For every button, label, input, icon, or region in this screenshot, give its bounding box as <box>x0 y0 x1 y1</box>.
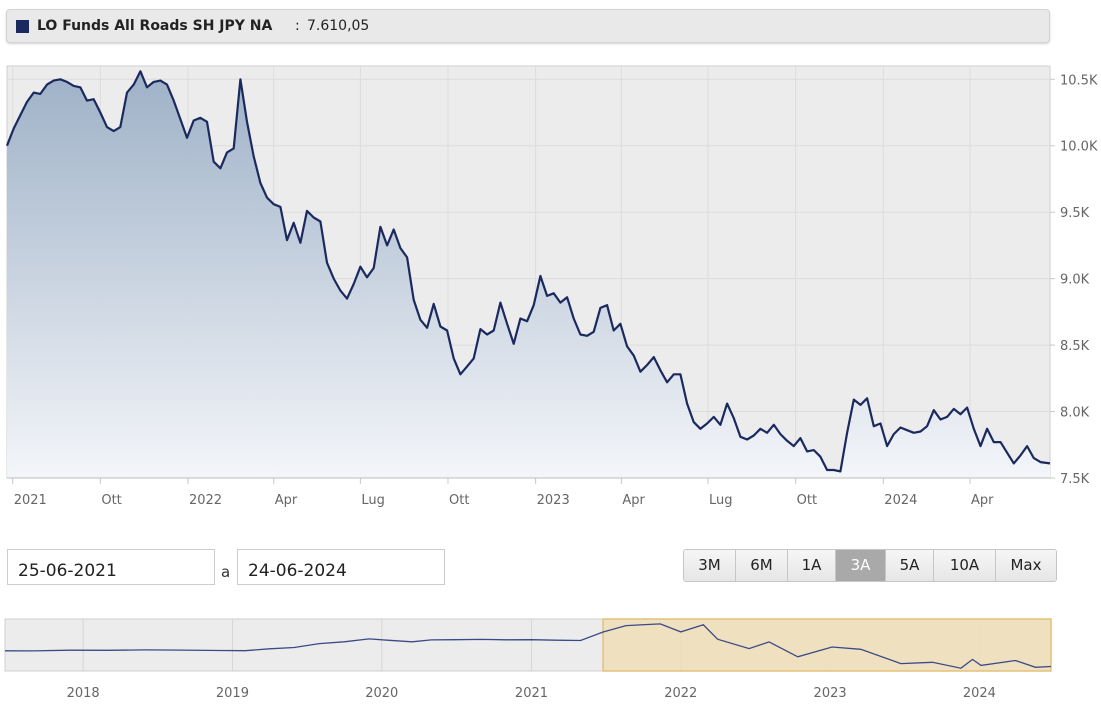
last-value: 7.610,05 <box>307 18 370 34</box>
y-tick-label: 7.5K <box>1060 472 1090 487</box>
navigator-x-label: 2024 <box>963 686 996 701</box>
fund-name: LO Funds All Roads SH JPY NA <box>37 18 273 34</box>
date-from-input[interactable] <box>7 549 215 585</box>
navigator-line <box>4 623 1052 669</box>
navigator-x-label: 2022 <box>664 686 697 701</box>
y-tick-label: 10.5K <box>1060 73 1098 88</box>
range-button-3a[interactable]: 3A <box>836 550 886 581</box>
range-button-10a[interactable]: 10A <box>934 550 996 581</box>
navigator-chart[interactable]: 2018 2019 2020 2021 2022 2023 2024 <box>0 612 1101 702</box>
range-button-max[interactable]: Max <box>996 550 1056 581</box>
legend-separator: : <box>295 18 300 34</box>
navigator-x-label: 2021 <box>515 686 548 701</box>
x-tick-label: Apr <box>622 493 645 508</box>
x-tick-label: Ott <box>797 493 817 508</box>
x-tick-label: Apr <box>275 493 298 508</box>
navigator-x-label: 2019 <box>216 686 249 701</box>
navigator-x-label: 2020 <box>365 686 398 701</box>
series-area <box>7 71 1050 479</box>
main-chart[interactable]: 7.5K 8.0K 8.5K 9.0K 9.5K 10.0K 10.5K 2021 Ott 202… <box>0 0 1101 520</box>
x-tick-label: Lug <box>709 493 733 508</box>
navigator-x-label: 2018 <box>67 686 100 701</box>
x-tick-label: Ott <box>101 493 121 508</box>
x-tick-label: 2024 <box>884 493 917 508</box>
x-tick-label: 2021 <box>14 493 47 508</box>
x-tick-label: 2022 <box>189 493 222 508</box>
range-button-1a[interactable]: 1A <box>788 550 836 581</box>
x-tick-label: Lug <box>361 493 385 508</box>
y-tick-label: 9.5K <box>1060 206 1090 221</box>
x-tick-label: Apr <box>971 493 994 508</box>
series-color-swatch <box>16 20 29 33</box>
x-tick-label: 2023 <box>537 493 570 508</box>
range-separator: a <box>221 563 231 581</box>
series-legend: LO Funds All Roads SH JPY NA : 7.610,05 <box>6 9 1050 43</box>
y-tick-label: 8.0K <box>1060 406 1090 421</box>
series-line <box>5 70 1051 473</box>
y-tick-label: 8.5K <box>1060 339 1090 354</box>
range-button-group: 3M 6M 1A 3A 5A 10A Max <box>683 549 1057 582</box>
x-tick-label: Ott <box>449 493 469 508</box>
y-tick-label: 9.0K <box>1060 273 1090 288</box>
navigator-selection <box>602 618 1052 672</box>
range-button-6m[interactable]: 6M <box>736 550 788 581</box>
y-tick-label: 10.0K <box>1060 140 1098 155</box>
range-button-3m[interactable]: 3M <box>684 550 736 581</box>
range-button-5a[interactable]: 5A <box>886 550 934 581</box>
date-to-input[interactable] <box>237 549 445 585</box>
navigator-x-label: 2023 <box>814 686 847 701</box>
